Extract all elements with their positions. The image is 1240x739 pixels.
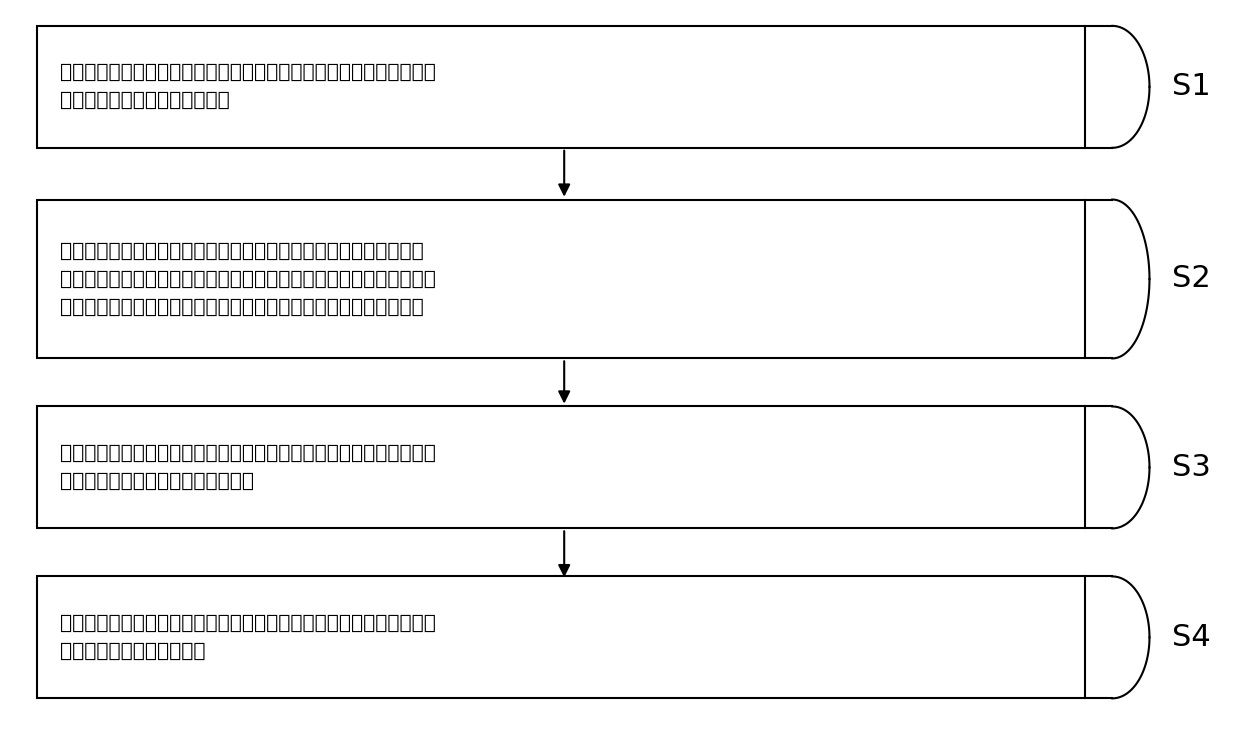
FancyBboxPatch shape xyxy=(37,406,1085,528)
Text: S1: S1 xyxy=(1172,72,1210,101)
FancyBboxPatch shape xyxy=(37,26,1085,148)
Text: S2: S2 xyxy=(1172,265,1210,293)
FancyBboxPatch shape xyxy=(37,576,1085,698)
FancyBboxPatch shape xyxy=(37,200,1085,358)
Text: S3: S3 xyxy=(1172,453,1210,482)
Text: 在栅极绝缘层上形成覆盖源极、漏极、及有源层的钝化层；在钝化层上
形成对应于源极上方的通孔: 在栅极绝缘层上形成覆盖源极、漏极、及有源层的钝化层；在钝化层上 形成对应于源极上… xyxy=(60,614,435,661)
Text: 在栅极绝缘层上依次沉积第一氧化物半导体层与第二氧化物半导体层
，第二氧化物半导体层的密度大于第一氧化物半导体层的密度；对第一
氧化物半导体层与第二氧化物半导体层: 在栅极绝缘层上依次沉积第一氧化物半导体层与第二氧化物半导体层 ，第二氧化物半导体… xyxy=(60,242,435,316)
Text: 在有源层与栅极绝缘层上沉积金属材料并刻蚀形成源极与漏极，所述源
极与漏极分别与有源层的两侧相接触: 在有源层与栅极绝缘层上沉积金属材料并刻蚀形成源极与漏极，所述源 极与漏极分别与有… xyxy=(60,444,435,491)
Text: 提供衬底基板，在衬底基板上沉积金属材料并刻蚀形成栅极，在衬底基
板上形成覆盖栅极的栅极绝缘层: 提供衬底基板，在衬底基板上沉积金属材料并刻蚀形成栅极，在衬底基 板上形成覆盖栅极… xyxy=(60,64,435,110)
Text: S4: S4 xyxy=(1172,623,1210,652)
